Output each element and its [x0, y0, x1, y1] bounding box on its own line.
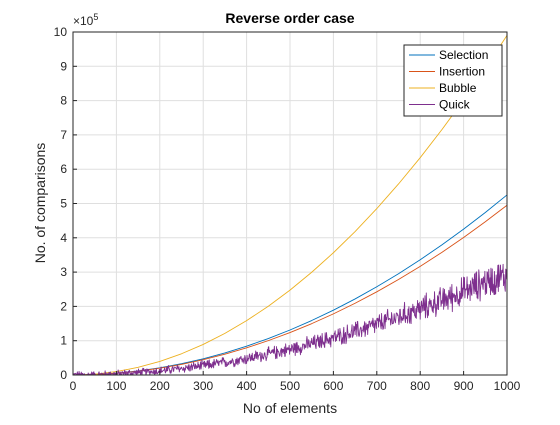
- y-tick-label: 2: [60, 299, 67, 313]
- x-axis-label: No of elements: [243, 400, 337, 416]
- x-tick-label: 700: [367, 379, 387, 393]
- y-tick-label: 1: [60, 334, 67, 348]
- series-group: [72, 35, 508, 376]
- legend-label-selection: Selection: [439, 48, 488, 62]
- y-tick-label: 8: [60, 94, 67, 108]
- x-tick-label: 300: [193, 379, 213, 393]
- legend-label-insertion: Insertion: [439, 65, 485, 79]
- y-exponent-label: ×105: [73, 12, 98, 28]
- x-tick-label: 0: [70, 379, 77, 393]
- y-axis-label: No. of comparisons: [32, 143, 48, 264]
- y-tick-label: 4: [60, 231, 67, 245]
- x-tick-label: 1000: [494, 379, 521, 393]
- chart-title: Reverse order case: [225, 10, 354, 26]
- legend-label-bubble: Bubble: [439, 81, 477, 95]
- series-line-quick: [73, 263, 508, 376]
- y-tick-label: 10: [54, 25, 68, 39]
- series-line-bubble: [72, 35, 508, 376]
- x-tick-label: 500: [280, 379, 300, 393]
- y-tick-label: 6: [60, 162, 67, 176]
- x-tick-label: 600: [323, 379, 343, 393]
- legend[interactable]: Selection Insertion Bubble Quick: [403, 44, 503, 117]
- y-tick-label: 7: [60, 128, 67, 142]
- x-tick-label: 800: [410, 379, 430, 393]
- ticks: 0 100 200 300 400 500 600 700 800 900 1000 0 1 2 3 4 5 6 7…: [54, 25, 521, 393]
- x-tick-label: 400: [237, 379, 257, 393]
- x-tick-label: 100: [106, 379, 126, 393]
- y-tick-label: 9: [60, 59, 67, 73]
- y-tick-label: 5: [60, 197, 67, 211]
- x-tick-label: 200: [150, 379, 170, 393]
- y-tick-label: 0: [60, 368, 67, 382]
- y-tick-label: 3: [60, 265, 67, 279]
- x-tick-label: 900: [454, 379, 474, 393]
- legend-label-quick: Quick: [439, 98, 471, 112]
